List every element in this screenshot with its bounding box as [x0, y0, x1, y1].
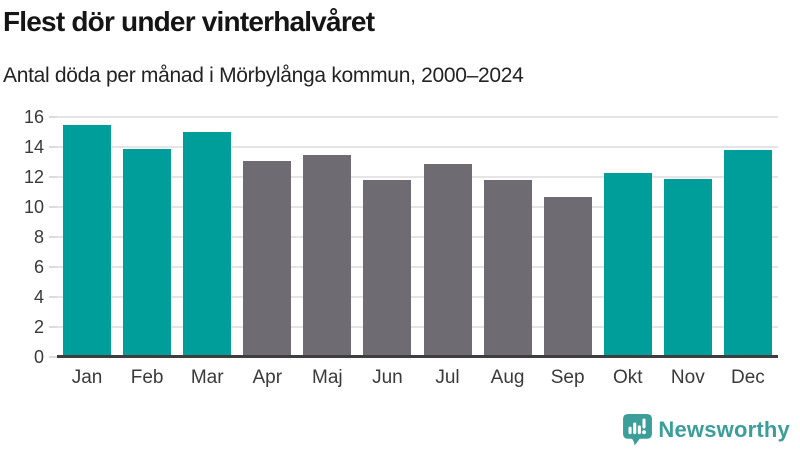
bar-band-jul	[417, 117, 477, 357]
y-axis-label-8: 8	[33, 227, 44, 247]
gridline-8	[57, 236, 778, 238]
y-axis-label-14: 14	[23, 137, 44, 157]
y-axis-label-16: 16	[23, 107, 44, 127]
bar-okt	[603, 172, 652, 357]
bar-band-jan	[57, 117, 117, 357]
bar-dec	[723, 150, 772, 357]
gridline-2	[57, 326, 778, 328]
bar-chart-plot-area: 0 2 4 6 8 10 12 14 16 Jan Feb Mar Apr Maj Jun Jul Aug Se…	[24, 107, 778, 388]
y-tick-12	[49, 176, 57, 178]
x-axis-label-feb: Feb	[130, 367, 164, 388]
chart-title: Flest dör under vinterhalvåret	[3, 6, 375, 37]
bar-band-dec	[718, 117, 778, 357]
gridline-12	[57, 176, 778, 178]
gridline-16	[57, 116, 778, 118]
bar-band-sep	[538, 117, 598, 357]
y-tick-10	[49, 206, 57, 208]
newsworthy-logo: Newsworthy	[623, 414, 790, 446]
bar-feb	[123, 148, 172, 357]
bar-nov	[663, 178, 712, 357]
y-tick-2	[49, 326, 57, 328]
x-axis-label-sep: Sep	[550, 367, 585, 388]
bar-band-mar	[177, 117, 237, 357]
bar-band-nov	[658, 117, 718, 357]
bar-maj	[303, 154, 352, 357]
x-axis-label-jul: Jul	[435, 367, 460, 388]
bar-band-jun	[357, 117, 417, 357]
bar-band-aug	[478, 117, 538, 357]
bar-band-apr	[237, 117, 297, 357]
y-tick-8	[49, 236, 57, 238]
gridline-14	[57, 146, 778, 148]
bar-band-feb	[117, 117, 177, 357]
x-axis-label-aug: Aug	[490, 367, 525, 388]
bars-row	[57, 117, 778, 357]
gridline-10	[57, 206, 778, 208]
y-axis-label-12: 12	[23, 167, 44, 187]
bar-jul	[423, 163, 472, 357]
bar-mar	[183, 132, 232, 357]
x-axis-label-dec: Dec	[731, 367, 765, 388]
y-tick-0	[49, 356, 57, 358]
y-axis-label-6: 6	[33, 257, 44, 277]
gridline-4	[57, 296, 778, 298]
x-axis-label-mar: Mar	[190, 367, 224, 388]
y-axis-label-0: 0	[33, 347, 44, 367]
bar-jan	[63, 124, 112, 357]
x-axis-baseline	[57, 355, 778, 358]
y-tick-4	[49, 296, 57, 298]
chart-subtitle: Antal döda per månad i Mörbylånga kommun…	[3, 64, 524, 87]
y-tick-16	[49, 116, 57, 118]
x-axis-labels: Jan Feb Mar Apr Maj Jun Jul Aug Sep Okt Nov Dec	[57, 367, 778, 389]
bar-band-okt	[598, 117, 658, 357]
x-axis-label-nov: Nov	[670, 367, 705, 388]
bar-apr	[243, 160, 292, 357]
bar-jun	[363, 180, 412, 357]
x-axis-label-maj: Maj	[312, 367, 343, 388]
newsworthy-logo-text: Newsworthy	[658, 417, 790, 442]
x-axis-label-jun: Jun	[372, 367, 403, 388]
y-axis-label-4: 4	[33, 287, 44, 307]
y-tick-6	[49, 266, 57, 268]
bar-band-maj	[297, 117, 357, 357]
bar-sep	[543, 196, 592, 357]
y-tick-14	[49, 146, 57, 148]
y-axis-label-10: 10	[23, 197, 44, 217]
x-axis-label-apr: Apr	[252, 367, 283, 388]
x-axis-label-jan: Jan	[71, 367, 103, 388]
y-axis-label-2: 2	[33, 317, 44, 337]
newsworthy-bubble-chart-icon	[623, 414, 653, 446]
gridline-6	[57, 266, 778, 268]
x-axis-label-okt: Okt	[612, 367, 643, 388]
bar-aug	[483, 180, 532, 357]
